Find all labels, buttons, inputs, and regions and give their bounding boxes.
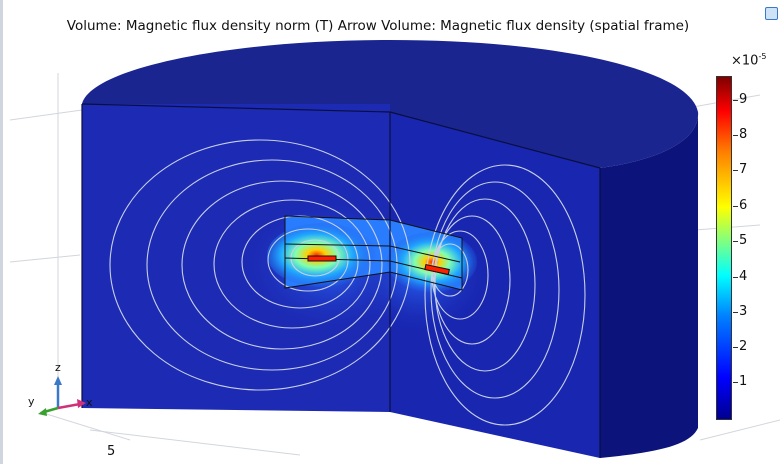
body-edges bbox=[81, 103, 601, 458]
colorbar-tick-label: 4 bbox=[739, 269, 748, 284]
panel-edge bbox=[0, 0, 3, 464]
colorbar-tick-label: 1 bbox=[739, 374, 748, 389]
colorbar-tick-label: 9 bbox=[739, 92, 748, 107]
window-restore-icon[interactable] bbox=[765, 7, 778, 20]
colorbar-legend bbox=[716, 76, 732, 420]
cylinder-side-face bbox=[600, 112, 699, 458]
z-axis-label: z bbox=[55, 361, 61, 374]
colorbar-tick-label: 8 bbox=[739, 127, 748, 142]
axis-triad bbox=[38, 376, 86, 416]
colorbar-tick-label: 2 bbox=[739, 339, 748, 354]
colorbar-exponent: ×10-5 bbox=[731, 52, 767, 69]
colorbar-tick-label: 5 bbox=[739, 233, 748, 248]
x-axis-label: x bbox=[86, 396, 93, 409]
y-axis-label: y bbox=[28, 395, 35, 408]
colorbar-tick-label: 3 bbox=[739, 304, 748, 319]
colorbar-tick-label: 6 bbox=[739, 198, 748, 213]
colorbar-tick-label: 7 bbox=[739, 162, 748, 177]
field-contours-left bbox=[109, 139, 411, 391]
cut-face-right bbox=[390, 112, 600, 458]
plot-title: Volume: Magnetic flux density norm (T) A… bbox=[66, 18, 690, 34]
cylinder-top-face bbox=[82, 40, 699, 168]
axis-tick-label: 5 bbox=[107, 444, 116, 459]
field-contours-right bbox=[424, 164, 586, 426]
